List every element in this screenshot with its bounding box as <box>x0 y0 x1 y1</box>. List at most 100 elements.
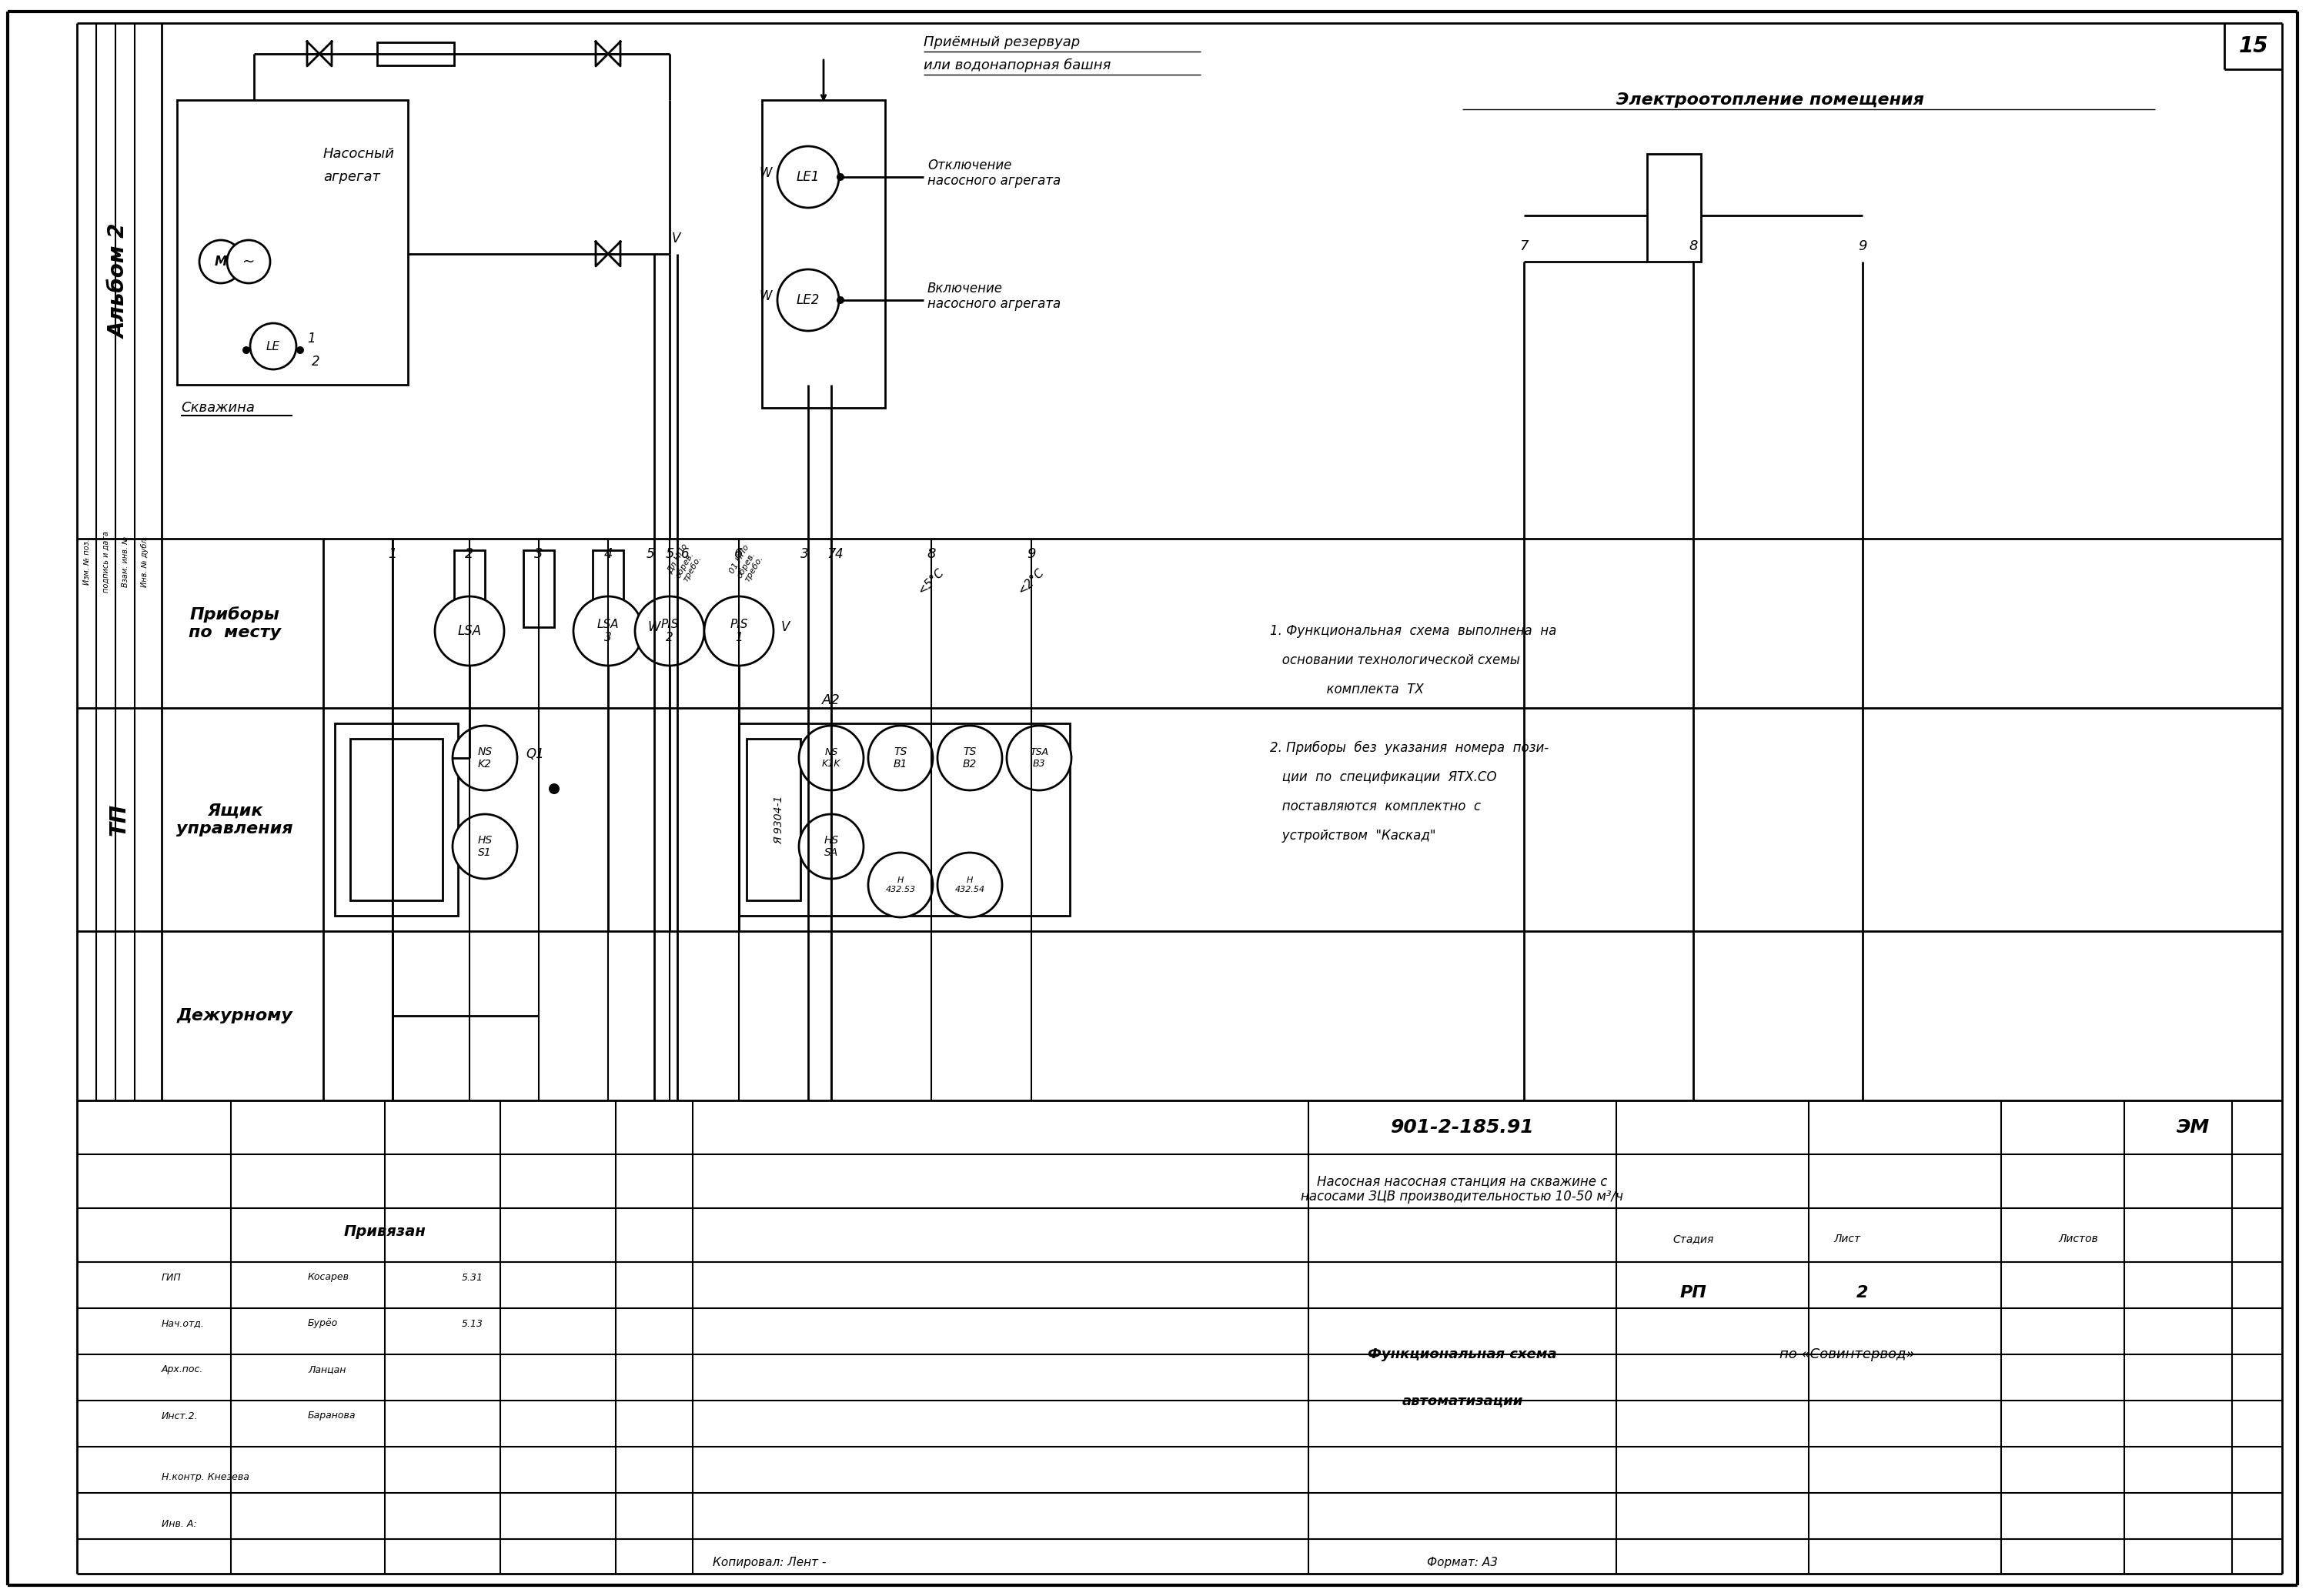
Text: Отключение: Отключение <box>928 158 1011 172</box>
Text: PIS
2: PIS 2 <box>660 619 679 643</box>
Text: ~: ~ <box>242 254 254 270</box>
Text: основании технологической схемы: основании технологической схемы <box>1270 653 1519 667</box>
Text: Листов: Листов <box>2057 1234 2099 1245</box>
Circle shape <box>296 346 305 354</box>
Text: Ящик
управления: Ящик управления <box>175 803 293 836</box>
Text: 01 НПо
обрев.
требо.: 01 НПо обрев. требо. <box>727 543 767 584</box>
Text: ции  по  спецификации  ЯТХ.СО: ции по спецификации ЯТХ.СО <box>1270 771 1496 784</box>
Text: LE: LE <box>266 340 279 353</box>
Circle shape <box>704 597 774 666</box>
Text: M: M <box>215 255 226 268</box>
Text: 8: 8 <box>1688 239 1697 254</box>
Text: насосами ЗЦВ производительностью 10-50 м³/ч: насосами ЗЦВ производительностью 10-50 м… <box>1302 1189 1623 1203</box>
Text: поставляются  комплектно  с: поставляются комплектно с <box>1270 800 1480 814</box>
Bar <box>746 739 801 900</box>
Text: <2°C: <2°C <box>1016 567 1046 597</box>
Text: 15: 15 <box>2240 35 2267 57</box>
Text: Привязан: Привязан <box>344 1224 425 1238</box>
Text: ТП: ТП <box>109 803 129 836</box>
Bar <box>178 101 409 385</box>
Text: Формат: А3: Формат: А3 <box>1427 1556 1499 1567</box>
Text: Баранова: Баранова <box>307 1411 356 1420</box>
Text: агрегат: агрегат <box>323 171 381 184</box>
Circle shape <box>249 324 296 369</box>
Circle shape <box>868 726 933 790</box>
Text: Я 9304-1: Я 9304-1 <box>774 795 785 844</box>
Text: 9: 9 <box>1859 239 1868 254</box>
Circle shape <box>635 597 704 666</box>
Text: NS
K2: NS K2 <box>478 747 492 769</box>
Circle shape <box>799 814 864 879</box>
Text: V: V <box>672 231 681 246</box>
Text: HS
S1: HS S1 <box>478 835 492 859</box>
Bar <box>739 723 1069 916</box>
Text: Электроотопление помещения: Электроотопление помещения <box>1616 93 1923 109</box>
Text: Приборы
по  месту: Приборы по месту <box>189 606 282 640</box>
Text: TS
B2: TS B2 <box>963 747 977 769</box>
Text: H
432.53: H 432.53 <box>884 876 917 894</box>
Text: РП: РП <box>1681 1285 1706 1301</box>
Text: V: V <box>780 621 790 634</box>
Text: Инв. № дубл.: Инв. № дубл. <box>141 536 148 587</box>
Text: H
432.54: H 432.54 <box>954 876 986 894</box>
Text: Скважина: Скважина <box>180 401 254 415</box>
Circle shape <box>799 726 864 790</box>
Text: 1: 1 <box>388 547 397 560</box>
Bar <box>524 551 554 627</box>
Circle shape <box>453 814 517 879</box>
Circle shape <box>937 852 1002 918</box>
Text: NS
K1K: NS K1K <box>822 747 840 769</box>
Text: W: W <box>760 289 771 303</box>
Circle shape <box>937 726 1002 790</box>
Text: Копировал: Лент -: Копировал: Лент - <box>713 1556 827 1567</box>
Text: LSA: LSA <box>457 624 483 638</box>
Text: Н.контр. Кнезева: Н.контр. Кнезева <box>162 1473 249 1483</box>
Circle shape <box>226 239 270 282</box>
Text: устройством  "Каскад": устройством "Каскад" <box>1270 828 1436 843</box>
Text: подпись и дата: подпись и дата <box>102 531 111 592</box>
Text: Инст.2.: Инст.2. <box>162 1411 199 1420</box>
Text: 2: 2 <box>464 547 473 560</box>
Text: Насосный: Насосный <box>323 147 395 161</box>
Text: Бурёо: Бурёо <box>307 1318 337 1328</box>
Text: автоматизации: автоматизации <box>1402 1393 1524 1408</box>
Text: 6: 6 <box>681 547 688 560</box>
Text: 6: 6 <box>734 547 743 560</box>
Text: Альбом 2: Альбом 2 <box>109 223 129 338</box>
Text: Взам. инв. №: Взам. инв. № <box>122 536 129 587</box>
Circle shape <box>434 597 503 666</box>
Circle shape <box>573 597 642 666</box>
Text: Косарев: Косарев <box>307 1272 349 1283</box>
Text: или водонапорная башня: или водонапорная башня <box>924 59 1111 72</box>
Text: ГИП: ГИП <box>162 1272 182 1283</box>
Circle shape <box>836 297 845 303</box>
Text: LSA
3: LSA 3 <box>598 619 619 643</box>
Bar <box>351 739 443 900</box>
Text: 7: 7 <box>827 547 836 560</box>
Text: W: W <box>649 621 660 634</box>
Text: 1: 1 <box>307 332 316 345</box>
Text: Арх.пос.: Арх.пос. <box>162 1365 203 1374</box>
Text: Насосная насосная станция на скважине с: Насосная насосная станция на скважине с <box>1316 1175 1607 1187</box>
Text: 5: 5 <box>647 547 653 560</box>
Circle shape <box>550 784 559 795</box>
Text: 2: 2 <box>1856 1285 1868 1301</box>
Bar <box>1646 153 1702 262</box>
Circle shape <box>868 852 933 918</box>
Circle shape <box>836 172 845 180</box>
Text: LE2: LE2 <box>797 294 820 306</box>
Text: Функциональная схема: Функциональная схема <box>1367 1347 1556 1361</box>
Text: Включение: Включение <box>928 281 1002 295</box>
Text: 4: 4 <box>836 547 843 560</box>
Text: TSA
B3: TSA B3 <box>1030 747 1048 769</box>
Text: TS
B1: TS B1 <box>894 747 907 769</box>
Text: 5.31: 5.31 <box>462 1272 483 1283</box>
Text: A2: A2 <box>822 693 840 707</box>
Text: Q1: Q1 <box>526 747 545 761</box>
Text: Лист: Лист <box>1833 1234 1861 1245</box>
Text: насосного агрегата: насосного агрегата <box>928 297 1060 311</box>
Bar <box>455 551 485 627</box>
Text: Инв. А:: Инв. А: <box>162 1519 196 1529</box>
Text: Приёмный резервуар: Приёмный резервуар <box>924 35 1081 49</box>
Text: 3: 3 <box>533 547 543 560</box>
